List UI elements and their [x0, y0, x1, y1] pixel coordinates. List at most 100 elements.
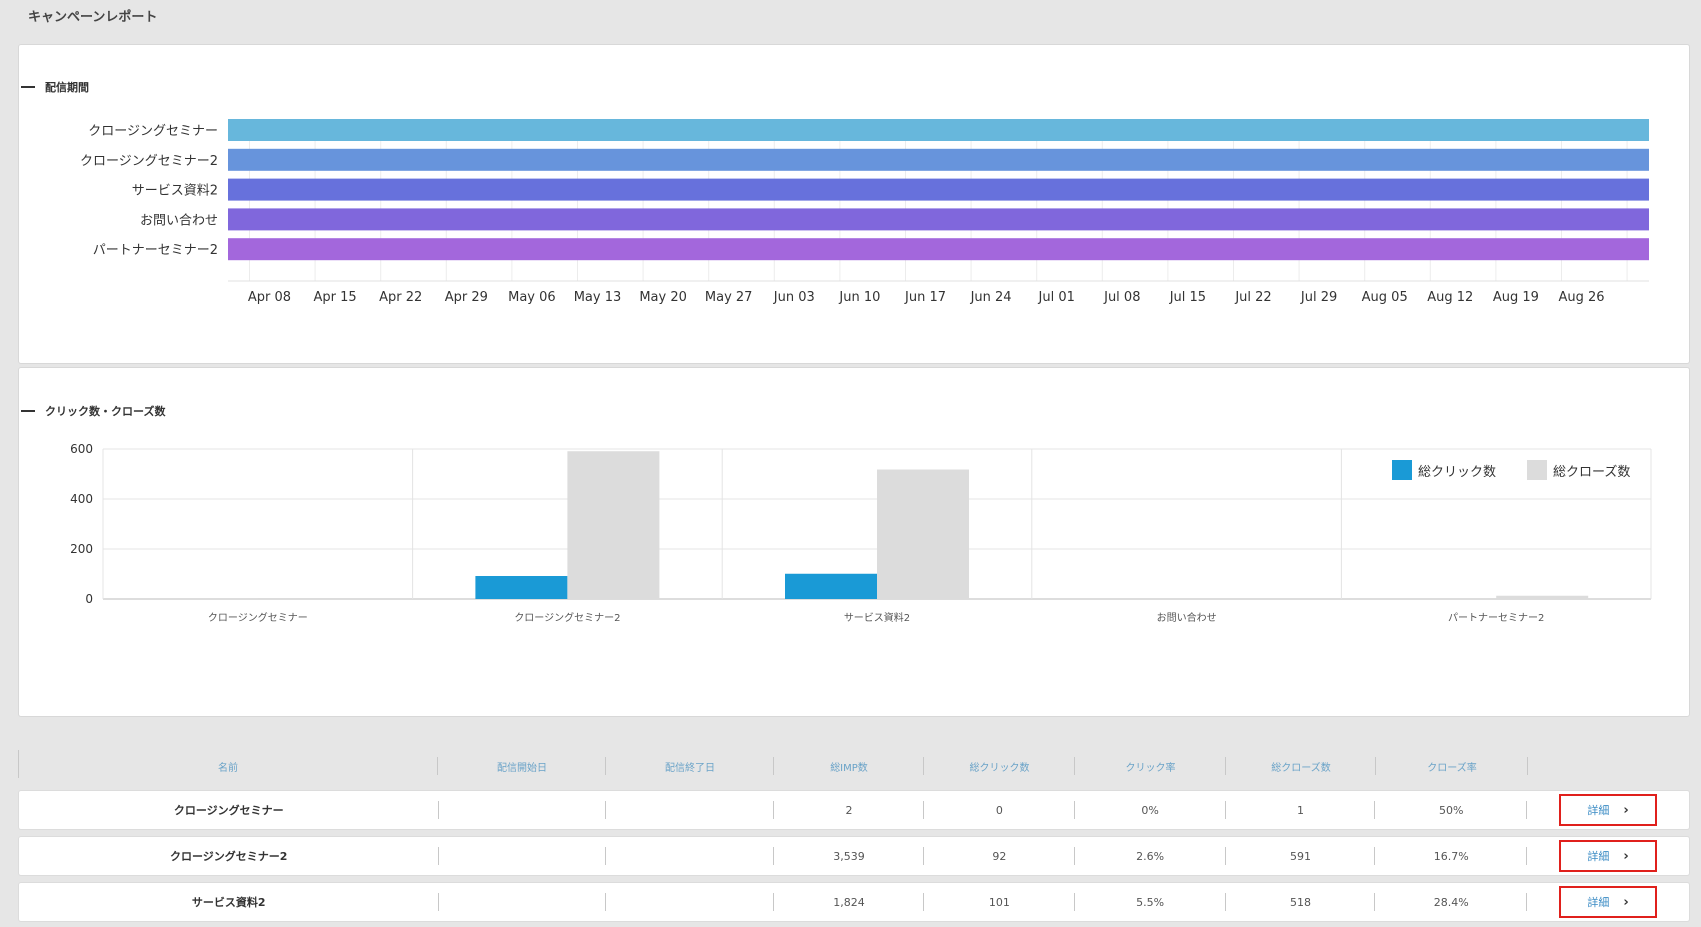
- gantt-x-tick-label: May 27: [705, 290, 753, 305]
- header-click-rate[interactable]: クリック率: [1075, 750, 1226, 782]
- bar: [1496, 595, 1589, 599]
- row-actions: 詳細 ›: [1527, 883, 1689, 921]
- header-total-imp[interactable]: 総IMP数: [774, 750, 924, 782]
- gantt-x-tick-label: Aug 19: [1493, 290, 1539, 305]
- bar: [877, 469, 969, 599]
- row-total-closes: 1: [1226, 791, 1376, 829]
- click-close-heading: クリック数・クローズ数: [21, 403, 165, 419]
- row-name: サービス資料2: [19, 883, 439, 921]
- gantt-x-tick-label: Apr 22: [379, 290, 422, 305]
- click-close-title: クリック数・クローズ数: [45, 405, 166, 418]
- gantt-bar: [228, 119, 1649, 141]
- detail-button[interactable]: 詳細 ›: [1559, 794, 1658, 826]
- gantt-x-tick-label: Jun 10: [838, 290, 880, 305]
- bar-x-tick-label: クロージングセミナー2: [514, 611, 620, 624]
- row-click-rate: 2.6%: [1075, 837, 1226, 875]
- header-actions: [1528, 750, 1690, 782]
- chevron-right-icon: ›: [1623, 894, 1629, 910]
- header-start-date[interactable]: 配信開始日: [438, 750, 606, 782]
- gantt-row-label: お問い合わせ: [140, 213, 218, 228]
- gantt-x-tick-label: Jun 17: [904, 290, 946, 305]
- header-name[interactable]: 名前: [18, 750, 438, 782]
- click-close-card: クリック数・クローズ数 総クリック数 総クローズ数 0 200 400 600 クロージ…: [18, 367, 1690, 717]
- row-actions: 詳細 ›: [1527, 791, 1689, 829]
- legend-label-closes: 総クローズ数: [1553, 464, 1631, 480]
- row-start-date: [439, 883, 607, 921]
- row-total-closes: 591: [1226, 837, 1376, 875]
- bar-x-tick-label: パートナーセミナー2: [1448, 612, 1544, 624]
- gantt-x-tick-label: Jun 24: [970, 290, 1012, 305]
- gantt-x-tick-label: Jul 08: [1103, 290, 1140, 305]
- bar: [257, 598, 350, 599]
- row-name: クロージングセミナー2: [19, 837, 439, 875]
- row-total-clicks: 0: [924, 791, 1075, 829]
- gantt-row-label: サービス資料2: [132, 184, 218, 199]
- legend-clicks[interactable]: 総クリック数: [1392, 460, 1496, 480]
- row-click-rate: 5.5%: [1075, 883, 1226, 921]
- gantt-bar: [228, 178, 1649, 201]
- bar-y-tick-label: 400: [70, 492, 93, 506]
- chevron-right-icon: ›: [1623, 802, 1629, 818]
- section-dash: [21, 86, 35, 88]
- header-left-divider: [18, 750, 19, 778]
- bar-y-tick-label: 200: [70, 542, 93, 556]
- delivery-period-heading: 配信期間: [21, 79, 89, 95]
- legend-swatch-closes: [1527, 460, 1547, 480]
- gantt-bar: [228, 208, 1649, 231]
- chevron-right-icon: ›: [1623, 848, 1629, 864]
- gantt-x-tick-label: Apr 29: [445, 290, 488, 305]
- row-close-rate: 16.7%: [1375, 837, 1527, 875]
- header-close-rate[interactable]: クローズ率: [1376, 750, 1528, 782]
- bar-y-tick-label: 0: [85, 592, 93, 606]
- row-end-date: [606, 837, 774, 875]
- header-total-clicks[interactable]: 総クリック数: [924, 750, 1075, 782]
- gantt-row-label: クロージングセミナー2: [80, 154, 218, 169]
- gantt-x-tick-label: Jun 03: [773, 290, 815, 305]
- gantt-x-tick-label: Apr 08: [248, 290, 291, 305]
- detail-label: 詳細: [1587, 850, 1610, 863]
- gantt-x-tick-label: Jul 15: [1169, 290, 1206, 305]
- row-name: クロージングセミナー: [19, 791, 439, 829]
- gantt-x-tick-label: Aug 12: [1427, 290, 1473, 305]
- table-row: サービス資料2 1,824 101 5.5% 518 28.4% 詳細 ›: [18, 882, 1690, 922]
- header-end-date[interactable]: 配信終了日: [606, 750, 774, 782]
- gantt-x-tick-label: Jul 22: [1234, 290, 1271, 305]
- bar: [567, 451, 660, 599]
- gantt-x-tick-label: Jul 29: [1300, 290, 1337, 305]
- header-total-closes[interactable]: 総クローズ数: [1226, 750, 1376, 782]
- row-click-rate: 0%: [1075, 791, 1226, 829]
- bar-x-tick-label: クロージングセミナー: [208, 611, 308, 624]
- gantt-row-label: クロージングセミナー: [88, 124, 218, 139]
- row-total-clicks: 101: [924, 883, 1075, 921]
- detail-label: 詳細: [1587, 804, 1610, 817]
- page-title: キャンペーンレポート: [28, 10, 158, 25]
- detail-button[interactable]: 詳細 ›: [1559, 886, 1658, 918]
- row-start-date: [439, 837, 607, 875]
- row-total-clicks: 92: [924, 837, 1075, 875]
- bar-y-tick-label: 600: [70, 442, 93, 456]
- row-end-date: [606, 883, 774, 921]
- legend-swatch-clicks: [1392, 460, 1412, 480]
- row-actions: 詳細 ›: [1527, 837, 1689, 875]
- report-table-header: 名前 配信開始日 配信終了日 総IMP数 総クリック数 クリック率 総クローズ数…: [18, 750, 1690, 782]
- gantt-row-label: パートナーセミナー2: [93, 243, 218, 258]
- detail-button[interactable]: 詳細 ›: [1559, 840, 1658, 872]
- detail-label: 詳細: [1587, 896, 1610, 909]
- gantt-bar: [228, 148, 1649, 171]
- gantt-x-tick-label: Apr 15: [314, 290, 357, 305]
- gantt-x-tick-label: Aug 26: [1558, 290, 1604, 305]
- gantt-x-tick-label: Jul 01: [1038, 290, 1075, 305]
- delivery-period-title: 配信期間: [45, 81, 89, 94]
- row-total-imp: 3,539: [774, 837, 924, 875]
- section-dash: [21, 410, 35, 412]
- row-close-rate: 28.4%: [1375, 883, 1527, 921]
- gantt-bar: [228, 238, 1649, 261]
- legend-label-clicks: 総クリック数: [1418, 464, 1497, 480]
- legend-closes[interactable]: 総クローズ数: [1527, 460, 1630, 480]
- row-end-date: [606, 791, 774, 829]
- row-total-imp: 2: [774, 791, 924, 829]
- gantt-x-tick-label: May 06: [508, 290, 556, 305]
- gantt-x-tick-label: May 20: [639, 290, 687, 305]
- gantt-x-tick-label: May 13: [574, 290, 622, 305]
- bar-x-tick-label: お問い合わせ: [1157, 611, 1217, 624]
